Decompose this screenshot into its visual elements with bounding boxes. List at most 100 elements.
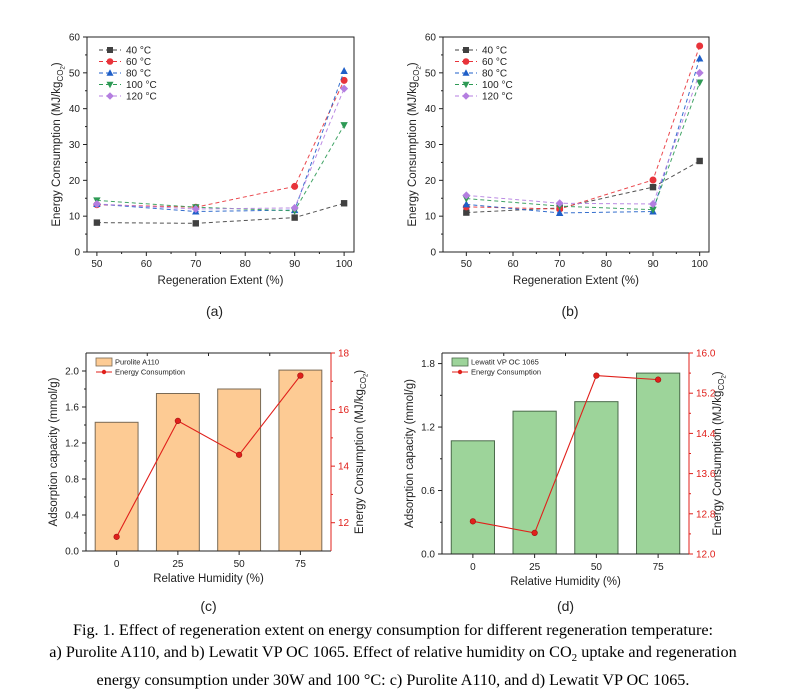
data-point [696, 157, 703, 165]
panel-label: (d) [557, 598, 574, 614]
data-point [462, 191, 471, 200]
series-line [466, 45, 701, 210]
y-tick-label: 1.8 [421, 359, 435, 370]
data-point [462, 200, 471, 208]
x-axis-title: Relative Humidity (%) [510, 576, 621, 588]
x-tick-label: 50 [461, 259, 473, 270]
legend-marker [107, 47, 113, 53]
data-point [649, 206, 657, 214]
y-axis-title: Energy Consumption (MJ/kgCO2) [354, 370, 370, 534]
data-point [555, 208, 564, 216]
x-tick-label: 50 [91, 259, 103, 270]
x-tick-label: 25 [172, 559, 184, 570]
energy-point [531, 529, 538, 536]
caption-line-2-tail: uptake and regeneration [577, 643, 737, 661]
panel-label: (a) [206, 303, 223, 319]
y-tick-label: 0.0 [421, 550, 435, 561]
y-tick-label: 1.6 [65, 403, 79, 414]
data-point [695, 79, 704, 87]
x-tick-label: 0 [114, 559, 120, 570]
y-tick-label: 0.6 [421, 486, 435, 497]
y2-tick-label: 12 [338, 518, 350, 529]
chart-a: 0 10 20 30 40 50 60 50 60 70 80 90 100 Regeneration E… [51, 33, 355, 319]
bar [574, 401, 619, 555]
x-axis-title: Relative Humidity (%) [153, 573, 264, 585]
y2-tick-label: 12.0 [696, 550, 716, 561]
y-tick-label: 30 [425, 140, 437, 151]
y-tick-label: 0 [74, 248, 80, 259]
legend-bar-swatch [95, 357, 113, 367]
caption-line-1: Fig. 1. Effect of regeneration extent on… [72, 621, 714, 639]
y2-tick-label: 12.8 [696, 509, 716, 520]
energy-point [593, 372, 600, 379]
legend-bar-swatch [451, 357, 469, 367]
bar [278, 369, 323, 552]
x-axis-title: Regeneration Extent (%) [513, 275, 639, 287]
y2-tick-label: 14.4 [696, 429, 716, 440]
legend-item: 60 °C [99, 57, 151, 68]
energy-point [469, 518, 476, 525]
y-tick-label: 30 [69, 140, 81, 151]
legend-label: 40 °C [482, 46, 507, 57]
series-line [96, 80, 345, 208]
y-tick-label: 10 [425, 212, 437, 223]
y-tick-label: 1.2 [421, 423, 435, 434]
data-point [463, 209, 470, 216]
series-line [466, 72, 701, 205]
x-tick-label: 50 [591, 562, 603, 573]
bar [155, 393, 200, 552]
legend-label: 60 °C [482, 57, 507, 68]
series-120Cc [92, 84, 349, 213]
legend-marker [101, 369, 107, 375]
data-point [290, 203, 299, 212]
figure-caption: Fig. 1. Effect of regeneration extent on… [0, 619, 786, 691]
energy-point [297, 372, 304, 379]
x-tick-label: 100 [336, 259, 353, 270]
legend-label: 80 °C [126, 69, 151, 80]
y-tick-label: 2.0 [65, 367, 79, 378]
energy-line [472, 375, 659, 534]
data-point [649, 183, 657, 191]
y-tick-label: 0.4 [65, 511, 79, 522]
y-tick-label: 40 [69, 104, 81, 115]
y2-tick-label: 16.0 [696, 349, 716, 360]
x-tick-label: 0 [470, 562, 476, 573]
legend-label: Lewatit VP OC 1065 [471, 358, 539, 367]
x-tick-label: 70 [554, 259, 566, 270]
y-axis-title: Energy Consumption (MJ/kgCO2) [407, 62, 423, 226]
legend-marker [462, 92, 470, 100]
data-point [93, 219, 101, 226]
bar [450, 440, 495, 555]
data-point [340, 200, 348, 207]
x-tick-label: 80 [601, 259, 613, 270]
x-tick-label: 75 [653, 562, 665, 573]
x-tick-label: 50 [234, 559, 246, 570]
energy-point [655, 376, 662, 383]
caption-line-3: energy consumption under 30W and 100 °C:… [96, 671, 690, 690]
y-tick-label: 50 [69, 68, 81, 79]
y-tick-label: 0.0 [65, 547, 79, 558]
y-tick-label: 50 [425, 68, 437, 79]
legend-item: 40 °C [455, 46, 507, 57]
series-line [96, 70, 345, 213]
chart-c: 0.0 0.4 0.8 1.2 1.6 2.0 12 14 16 18 0 25 50 75 Relativ… [48, 349, 370, 615]
legend-label: 80 °C [482, 69, 507, 80]
x-tick-label: 90 [289, 259, 301, 270]
legend-item: 60 °C [455, 57, 507, 68]
series-line [96, 124, 345, 212]
chart-d: 0.0 0.6 1.2 1.8 12.0 12.8 13.6 14.4 15.2 16.0 0 25 5… [404, 349, 728, 615]
x-tick-label: 70 [190, 259, 202, 270]
y2-tick-label: 13.6 [696, 469, 716, 480]
y-tick-label: 20 [425, 176, 437, 187]
legend-marker [106, 92, 114, 100]
legend-marker [463, 47, 469, 53]
data-point [649, 199, 657, 208]
y2-tick-label: 18 [338, 349, 350, 360]
caption-line-2: a) Purolite A110, and b) Lewatit VP OC 1… [0, 641, 786, 669]
series-100Cc [93, 122, 348, 215]
legend-label: 120 °C [126, 92, 157, 103]
series-120Cc [462, 68, 704, 208]
